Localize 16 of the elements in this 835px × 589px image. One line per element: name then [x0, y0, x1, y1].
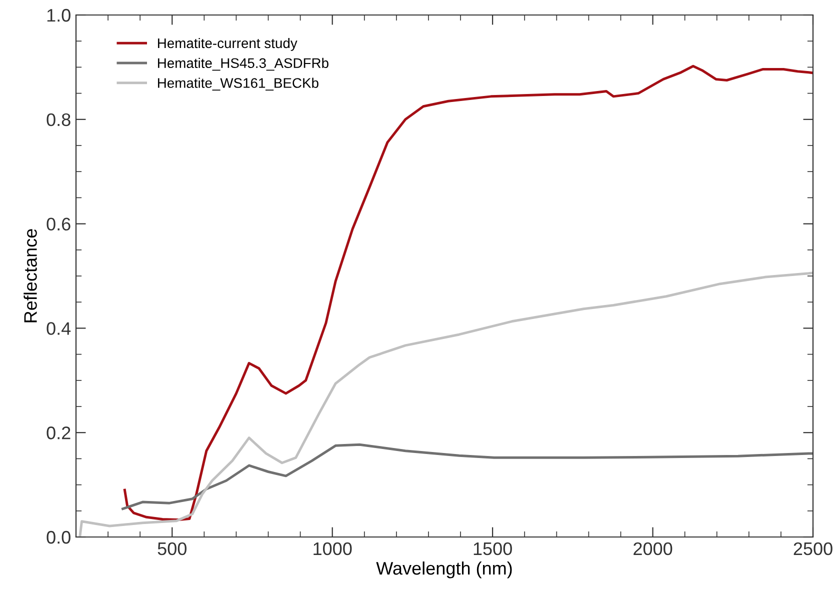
x-tick-label: 1500 [474, 542, 512, 556]
y-tick-label: 0.6 [46, 218, 70, 231]
x-tick-label: 2500 [794, 542, 832, 556]
y-tick-label: 0.8 [46, 113, 70, 126]
y-tick-label: 0.0 [46, 530, 70, 544]
y-axis-title: Reflectance [24, 229, 37, 322]
legend-label: Hematite_WS161_BECKb [158, 78, 318, 91]
x-axis-title: Wavelength (nm) [376, 561, 512, 578]
legend-label: Hematite_HS45.3_ASDFRb [158, 58, 328, 71]
y-tick-label: 0.4 [46, 322, 71, 335]
y-tick-label: 1.0 [47, 8, 70, 22]
x-tick-label: 1000 [314, 542, 352, 556]
x-tick-label: 500 [158, 542, 186, 556]
legend-label: Hematite-current study [158, 38, 298, 51]
y-tick-label: 0.2 [46, 426, 70, 440]
x-tick-label: 2000 [634, 542, 672, 556]
